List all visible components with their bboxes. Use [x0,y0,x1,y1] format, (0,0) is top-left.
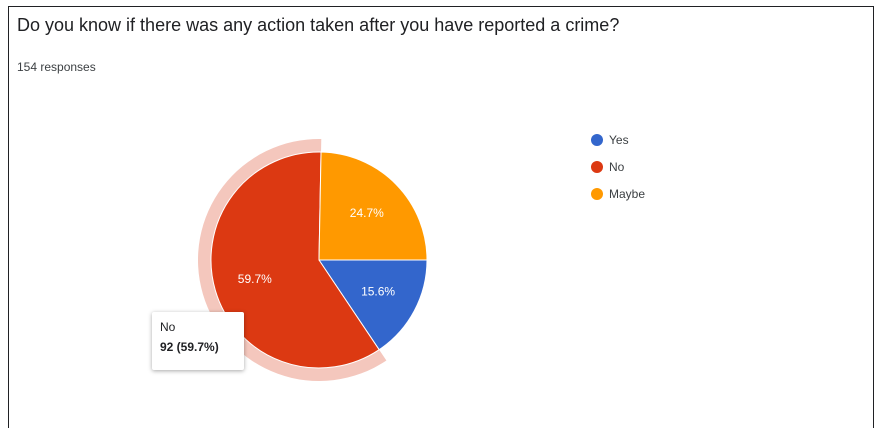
slice-label-maybe: 24.7% [350,206,384,220]
slice-yes[interactable] [318,259,428,351]
legend-marker-maybe [591,188,603,200]
legend-label-yes: Yes [609,133,629,147]
slice-no[interactable] [210,151,380,369]
legend-label-maybe: Maybe [609,187,645,201]
legend-marker-no [591,161,603,173]
slice-label-yes: 15.6% [361,285,395,299]
legend-label-no: No [609,160,625,174]
tooltip-value: 92 (59.7%) [160,340,219,354]
tooltip-name: No [160,320,176,334]
slice-tooltip: No 92 (59.7%) [152,312,244,370]
legend-marker-yes [591,134,603,146]
slice-maybe[interactable] [318,151,428,261]
slice-label-no: 59.7% [238,272,272,286]
question-title: Do you know if there was any action take… [17,15,620,35]
responses-count: 154 responses [17,60,96,74]
